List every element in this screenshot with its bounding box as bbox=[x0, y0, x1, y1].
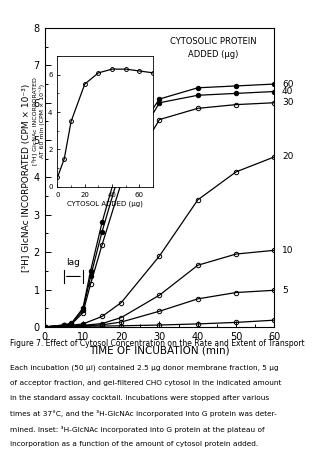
Text: 60: 60 bbox=[282, 79, 293, 89]
X-axis label: CYTOSOL ADDED (µg): CYTOSOL ADDED (µg) bbox=[67, 200, 143, 207]
Text: 10: 10 bbox=[282, 246, 293, 255]
Y-axis label: [³H] GlcNAc INCORPORATED (CPM × 10⁻³): [³H] GlcNAc INCORPORATED (CPM × 10⁻³) bbox=[22, 83, 31, 272]
Text: mined. Inset: ³H-GlcNAc incorporated into G protein at the plateau of: mined. Inset: ³H-GlcNAc incorporated int… bbox=[10, 426, 264, 433]
Text: in the standard assay cocktail. Incubations were stopped after various: in the standard assay cocktail. Incubati… bbox=[10, 395, 269, 401]
Text: of acceptor fraction, and gel-filtered CHO cytosol in the indicated amount: of acceptor fraction, and gel-filtered C… bbox=[10, 380, 281, 386]
Y-axis label: [³H] GlcNAc INCORPORATED
AT 60 min (CPM × 10⁻³): [³H] GlcNAc INCORPORATED AT 60 min (CPM … bbox=[32, 78, 45, 165]
Text: Each incubation (50 µl) contained 2.5 µg donor membrane fraction, 5 µg: Each incubation (50 µl) contained 2.5 µg… bbox=[10, 364, 278, 371]
Text: 30: 30 bbox=[282, 98, 293, 107]
Text: times at 37°C, and the ³H-GlcNAc incorporated into G protein was deter-: times at 37°C, and the ³H-GlcNAc incorpo… bbox=[10, 410, 276, 417]
Text: CYTOSOLIC PROTEIN: CYTOSOLIC PROTEIN bbox=[170, 37, 256, 46]
Text: ADDED (µg): ADDED (µg) bbox=[188, 50, 238, 59]
Text: 5: 5 bbox=[282, 286, 288, 295]
Text: incorporation as a function of the amount of cytosol protein added.: incorporation as a function of the amoun… bbox=[10, 441, 258, 447]
X-axis label: TIME OF INCUBATION (min): TIME OF INCUBATION (min) bbox=[89, 346, 230, 356]
Text: 40: 40 bbox=[282, 87, 293, 96]
Text: Figure 7. Effect of Cytosol Concentration on the Rate and Extent of Transport: Figure 7. Effect of Cytosol Concentratio… bbox=[10, 339, 304, 347]
Text: lag: lag bbox=[66, 258, 80, 267]
Text: 20: 20 bbox=[282, 152, 293, 162]
